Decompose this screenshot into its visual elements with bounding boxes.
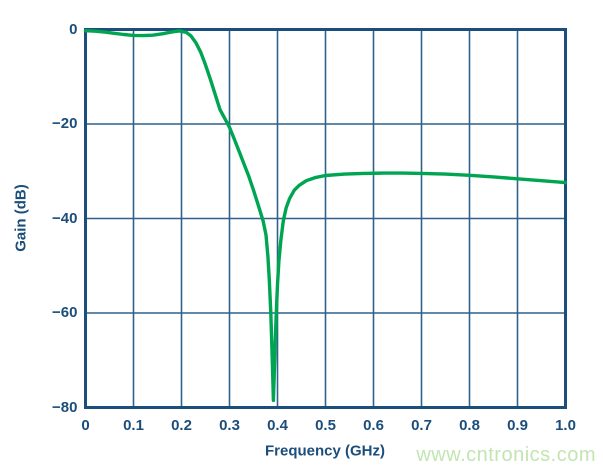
x-tick-label: 0.7 (411, 416, 432, 434)
watermark-text: www.cntronics.com (416, 444, 596, 466)
x-tick-label: 0.1 (123, 416, 144, 434)
y-tick-label: 0 (69, 20, 78, 38)
x-tick-label: 0.5 (315, 416, 336, 434)
x-tick-label: 0.2 (171, 416, 192, 434)
y-axis-title: Gain (dB) (12, 184, 30, 252)
x-tick-label: 1.0 (555, 416, 576, 434)
trace-gain-response (83, 29, 568, 403)
x-tick-label: 0.9 (507, 416, 528, 434)
x-axis-title: Frequency (GHz) (264, 442, 386, 460)
x-tick-label: 0.4 (267, 416, 288, 434)
x-tick-label: 0.3 (219, 416, 240, 434)
plot-border (84, 28, 567, 409)
y-tick-label: −20 (52, 115, 78, 132)
x-tick-label: 0 (81, 416, 90, 434)
x-tick-label: 0.8 (459, 416, 480, 434)
y-tick-label: −60 (52, 304, 78, 321)
y-tick-label: −40 (52, 209, 78, 227)
x-tick-label: 0.6 (363, 416, 384, 434)
y-tick-label: −80 (52, 398, 78, 416)
